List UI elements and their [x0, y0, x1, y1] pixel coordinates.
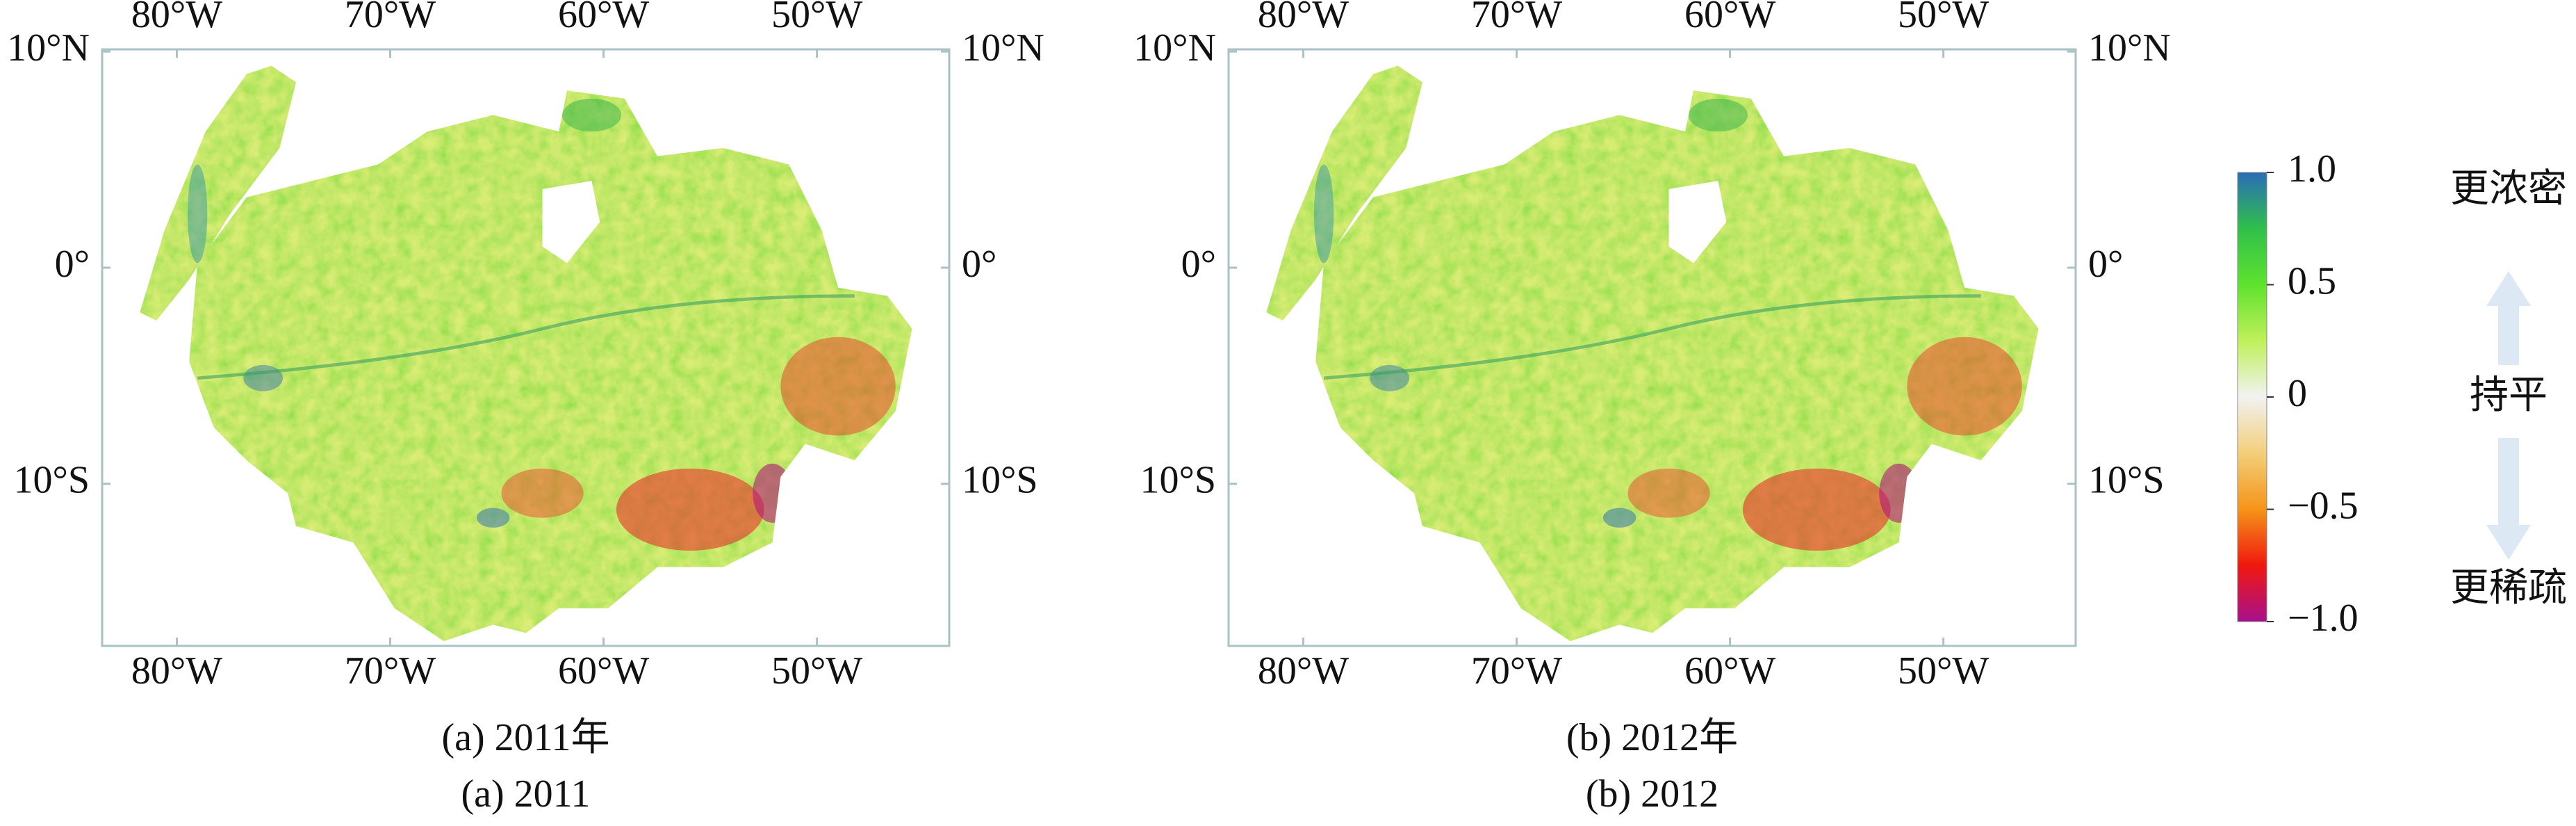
map-panel: 80°W 80°W 70°W 70°W 60°W 60°W 50°W 50°W 10°N 10°N…	[1133, 0, 2171, 816]
lat-label: 10°S	[1140, 459, 1216, 502]
lat-label: 10°N	[7, 26, 90, 70]
lat-label: 10°S	[962, 459, 1038, 502]
lon-label: 60°W	[1684, 0, 1775, 36]
colorbar	[2237, 172, 2267, 622]
lon-label: 60°W	[558, 649, 649, 693]
lon-label: 60°W	[1684, 649, 1775, 693]
lon-label: 80°W	[1258, 0, 1349, 36]
caption-en: (b) 2012	[1586, 772, 1718, 816]
lon-label: 70°W	[1471, 0, 1562, 36]
lat-label: 10°N	[1133, 26, 1216, 70]
lon-label: 50°W	[1898, 649, 1989, 693]
caption-cn: (a) 2011年	[441, 716, 609, 759]
caption-en: (a) 2011	[461, 772, 590, 816]
lon-label: 50°W	[771, 649, 862, 693]
lon-label: 80°W	[1258, 649, 1349, 693]
colorbar-label: −1.0	[2288, 597, 2358, 640]
lat-label: 0°	[2088, 243, 2123, 286]
map-panel: 80°W 80°W 70°W 70°W 60°W 60°W 50°W 50°W 10°N 10°N…	[7, 0, 1044, 816]
map-frame	[101, 48, 951, 647]
lat-label: 10°S	[2088, 459, 2165, 502]
colorbar-label: 0	[2288, 372, 2307, 415]
lon-label: 70°W	[345, 0, 436, 36]
lon-label: 70°W	[345, 649, 436, 693]
colorbar-label: 1.0	[2288, 147, 2336, 191]
lat-label: 0°	[962, 243, 996, 286]
lon-label: 80°W	[131, 649, 222, 693]
arrow-up	[2486, 271, 2531, 365]
lat-label: 0°	[1181, 243, 1216, 286]
map-frame	[1227, 48, 2077, 647]
colorbar-label: −0.5	[2288, 484, 2358, 527]
label-unchanged: 持平	[2470, 374, 2548, 417]
arrow-down	[2486, 438, 2531, 560]
label-sparser: 更稀疏	[2450, 567, 2567, 610]
lat-label: 10°N	[2088, 26, 2171, 70]
lon-label: 50°W	[771, 0, 862, 36]
lon-label: 60°W	[558, 0, 649, 36]
lon-label: 80°W	[131, 0, 222, 36]
label-denser: 更浓密	[2450, 168, 2567, 211]
caption-cn: (b) 2012年	[1566, 716, 1738, 759]
lat-label: 10°S	[13, 459, 90, 502]
lat-label: 10°N	[962, 26, 1044, 70]
lat-label: 0°	[55, 243, 90, 286]
colorbar-label: 0.5	[2288, 259, 2336, 302]
lon-label: 50°W	[1898, 0, 1989, 36]
lon-label: 70°W	[1471, 649, 1562, 693]
